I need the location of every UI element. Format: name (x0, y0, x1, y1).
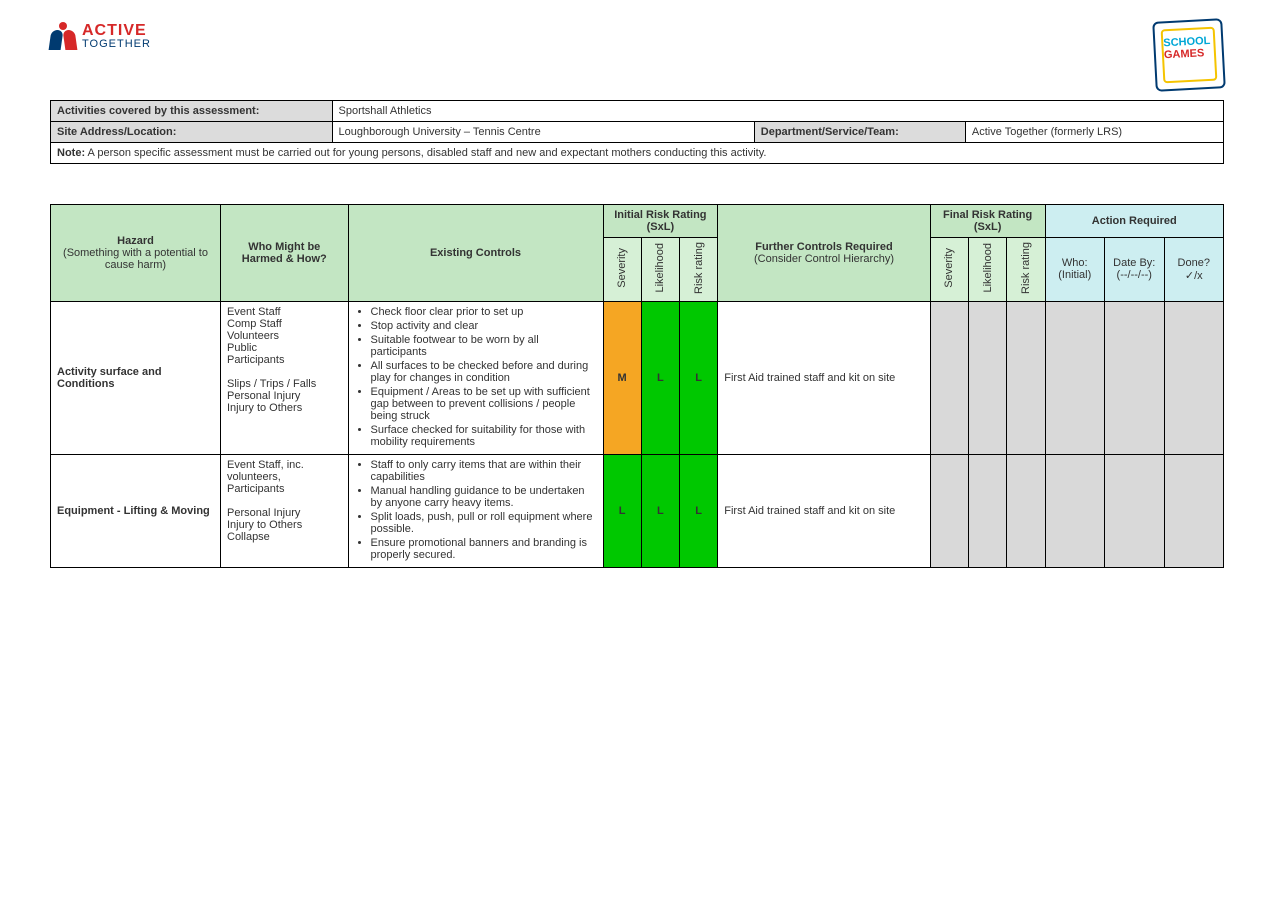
cell-hazard: Activity surface and Conditions (51, 301, 221, 454)
meta-activities-label: Activities covered by this assessment: (51, 101, 333, 122)
risk-assessment-table: Hazard (Something with a potential to ca… (50, 204, 1224, 568)
active-together-logo: ACTIVE TOGETHER (50, 20, 151, 52)
cell-further: First Aid trained staff and kit on site (718, 454, 931, 567)
meta-site-label: Site Address/Location: (51, 122, 333, 143)
table-row: Equipment - Lifting & MovingEvent Staff,… (51, 454, 1224, 567)
table-row: Activity surface and ConditionsEvent Sta… (51, 301, 1224, 454)
hdr-further-sub: (Consider Control Hierarchy) (724, 253, 924, 265)
meta-dept-value: Active Together (formerly LRS) (965, 122, 1223, 143)
logo-text-games: GAMES (1164, 47, 1205, 61)
meta-note-label: Note: (57, 147, 85, 159)
school-games-logo: SCHOOL GAMES (1152, 18, 1226, 92)
hdr-fin-lik: Likelihood (969, 238, 1007, 302)
control-item: Manual handling guidance to be undertake… (371, 485, 597, 509)
control-item: Suitable footwear to be worn by all part… (371, 334, 597, 358)
control-item: Surface checked for suitability for thos… (371, 424, 597, 448)
meta-activities-value: Sportshall Athletics (332, 101, 1223, 122)
hdr-existing: Existing Controls (348, 205, 603, 302)
cell-action-blank (1105, 454, 1165, 567)
hdr-fin-sev: Severity (930, 238, 968, 302)
cell-init-lik: L (641, 301, 679, 454)
control-item: Ensure promotional banners and branding … (371, 537, 597, 561)
cell-init-lik: L (641, 454, 679, 567)
header-logos: ACTIVE TOGETHER SCHOOL GAMES (50, 20, 1224, 90)
meta-note-text: A person specific assessment must be car… (85, 147, 766, 159)
cell-who: Event StaffComp StaffVolunteersPublicPar… (221, 301, 349, 454)
hdr-init-lik: Likelihood (641, 238, 679, 302)
hdr-date-by: Date By: (--/--/--) (1105, 238, 1165, 302)
hdr-hazard-sub: (Something with a potential to cause har… (57, 247, 214, 271)
cell-final-blank (1007, 454, 1045, 567)
hdr-init-sev: Severity (603, 238, 641, 302)
cell-init-sev: L (603, 454, 641, 567)
meta-dept-label: Department/Service/Team: (754, 122, 965, 143)
cell-final-blank (930, 454, 968, 567)
control-item: Split loads, push, pull or roll equipmen… (371, 511, 597, 535)
meta-note-cell: Note: A person specific assessment must … (51, 143, 1224, 164)
hdr-done: Done? ✓/x (1164, 238, 1224, 302)
control-item: Staff to only carry items that are withi… (371, 459, 597, 483)
cell-hazard: Equipment - Lifting & Moving (51, 454, 221, 567)
hdr-hazard: Hazard (Something with a potential to ca… (51, 205, 221, 302)
cell-init-rr: L (680, 454, 718, 567)
cell-controls: Staff to only carry items that are withi… (348, 454, 603, 567)
control-item: Check floor clear prior to set up (371, 306, 597, 318)
meta-info-table: Activities covered by this assessment: S… (50, 100, 1224, 164)
cell-action-blank (1164, 454, 1224, 567)
cell-init-rr: L (680, 301, 718, 454)
cell-init-sev: M (603, 301, 641, 454)
cell-who: Event Staff, inc. volunteers,Participant… (221, 454, 349, 567)
hdr-initial-risk: Initial Risk Rating (SxL) (603, 205, 718, 238)
logo-text-together: TOGETHER (82, 39, 151, 50)
hdr-further-title: Further Controls Required (724, 241, 924, 253)
cell-action-blank (1105, 301, 1165, 454)
cell-further: First Aid trained staff and kit on site (718, 301, 931, 454)
hdr-init-rr: Risk rating (680, 238, 718, 302)
control-item: Stop activity and clear (371, 320, 597, 332)
hdr-hazard-title: Hazard (57, 235, 214, 247)
hdr-action: Action Required (1045, 205, 1224, 238)
cell-action-blank (1045, 301, 1105, 454)
hdr-fin-rr: Risk rating (1007, 238, 1045, 302)
cell-final-blank (969, 454, 1007, 567)
hdr-who: Who Might be Harmed & How? (221, 205, 349, 302)
cell-final-blank (969, 301, 1007, 454)
meta-site-value: Loughborough University – Tennis Centre (332, 122, 754, 143)
at-figure-icon (50, 20, 76, 52)
cell-action-blank (1045, 454, 1105, 567)
hdr-further: Further Controls Required (Consider Cont… (718, 205, 931, 302)
cell-final-blank (930, 301, 968, 454)
control-item: Equipment / Areas to be set up with suff… (371, 386, 597, 422)
cell-final-blank (1007, 301, 1045, 454)
cell-action-blank (1164, 301, 1224, 454)
control-item: All surfaces to be checked before and du… (371, 360, 597, 384)
hdr-final-risk: Final Risk Rating (SxL) (930, 205, 1045, 238)
hdr-who-init: Who: (Initial) (1045, 238, 1105, 302)
cell-controls: Check floor clear prior to set up Stop ac… (348, 301, 603, 454)
logo-text-active: ACTIVE (82, 23, 151, 39)
